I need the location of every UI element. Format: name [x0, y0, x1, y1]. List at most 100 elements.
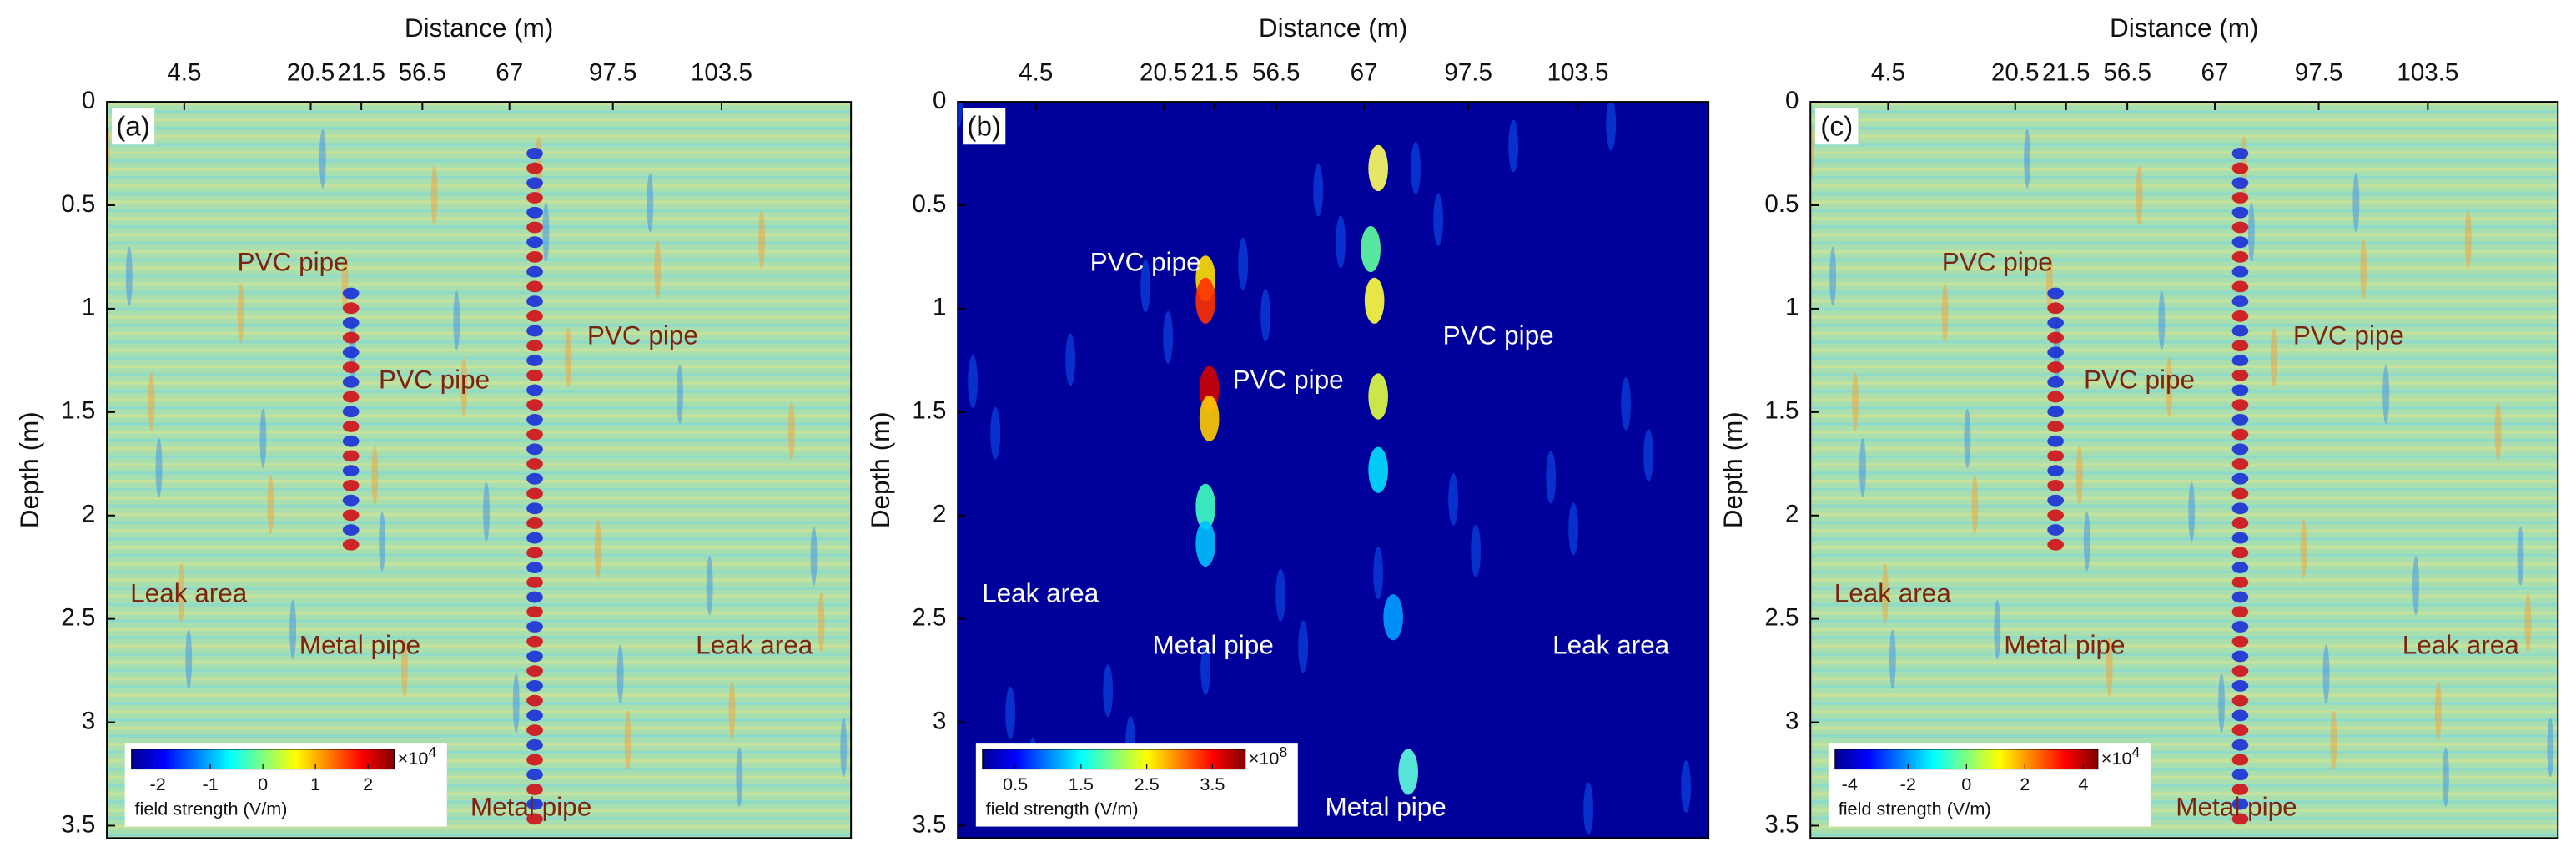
colorbar-label: field strength (V/m) [135, 799, 288, 819]
heatmap-texture [2231, 621, 2249, 633]
x-axis-title: Distance (m) [1259, 13, 1408, 43]
heatmap-texture [1810, 216, 2558, 220]
heatmap-texture [107, 743, 852, 747]
heatmap-texture [1195, 520, 1215, 567]
y-tick-label: 0.5 [1764, 190, 1799, 218]
heatmap-texture [1810, 463, 2558, 467]
annotation: PVC pipe [1233, 365, 1344, 395]
colorbar-tick-label: -1 [203, 774, 219, 794]
annotation: PVC pipe [379, 365, 490, 395]
annotation: Metal pipe [2176, 791, 2297, 821]
heatmap-texture [526, 384, 543, 396]
heatmap-texture [1810, 192, 2558, 196]
heatmap-texture [1810, 677, 2558, 681]
heatmap-texture [677, 364, 683, 424]
heatmap-texture [758, 209, 766, 270]
heatmap-texture [107, 209, 852, 213]
heatmap-texture [1810, 767, 2558, 771]
heatmap-texture [526, 517, 543, 529]
heatmap-texture [259, 408, 267, 468]
heatmap-texture [2231, 709, 2249, 722]
x-axis-title: Distance (m) [2110, 13, 2259, 43]
heatmap-texture [107, 562, 852, 566]
annotation: Leak area [1834, 578, 1952, 608]
heatmap-texture [1810, 833, 2558, 837]
heatmap-texture [1810, 537, 2558, 541]
heatmap-texture [1810, 734, 2558, 738]
colorbar-tick-label: -2 [1900, 774, 1916, 794]
heatmap-texture [2047, 538, 2064, 551]
heatmap-texture [107, 643, 852, 648]
heatmap-texture [107, 480, 852, 483]
heatmap-texture [728, 681, 736, 741]
heatmap-texture [526, 162, 543, 174]
heatmap-texture [1810, 151, 2558, 155]
heatmap-texture [107, 611, 852, 615]
heatmap-texture [107, 800, 852, 804]
heatmap-texture [526, 458, 543, 470]
y-tick-label: 3.5 [1764, 810, 1799, 838]
heatmap-texture [1810, 446, 2558, 451]
y-tick-label: 0 [82, 87, 95, 114]
heatmap-texture [267, 475, 274, 535]
y-tick-label: 3 [1785, 707, 1799, 734]
heatmap-texture [107, 126, 852, 130]
y-tick-label: 1 [1785, 294, 1799, 321]
heatmap-texture [107, 430, 852, 434]
heatmap-texture [1810, 389, 2558, 393]
heatmap-texture [1964, 408, 1971, 468]
heatmap-texture [1810, 578, 2558, 582]
heatmap-texture [1810, 685, 2558, 689]
heatmap-texture [1810, 348, 2558, 352]
heatmap-texture [2300, 519, 2307, 579]
heatmap-texture [2270, 327, 2277, 387]
heatmap-texture [526, 798, 543, 810]
heatmap-texture [2231, 502, 2249, 515]
heatmap-texture [2231, 635, 2249, 648]
heatmap-texture [1810, 258, 2558, 262]
heatmap-texture [107, 652, 852, 656]
heatmap-texture [107, 258, 852, 262]
heatmap-texture [107, 619, 852, 623]
heatmap-background [1810, 102, 2558, 839]
x-tick-label: 67 [496, 58, 523, 86]
heatmap-texture [787, 401, 795, 461]
heatmap-texture [1829, 246, 1837, 306]
heatmap-background [107, 102, 852, 839]
heatmap-texture [1810, 455, 2558, 459]
heatmap-texture [2231, 340, 2249, 352]
heatmap-texture [2231, 517, 2249, 529]
heatmap-texture [2231, 650, 2249, 663]
heatmap-texture [107, 545, 852, 549]
colorbar-tick-label: 3.5 [1200, 774, 1225, 794]
heatmap-texture [1810, 808, 2558, 812]
x-tick-label: 56.5 [1252, 58, 1300, 86]
x-tick-label: 21.5 [337, 58, 385, 86]
heatmap-texture [2047, 465, 2064, 477]
heatmap-texture [526, 606, 543, 618]
y-tick-label: 1.5 [1764, 397, 1799, 425]
heatmap-texture [1065, 333, 1076, 386]
x-tick-label: 20.5 [1140, 58, 1187, 86]
heatmap-texture [526, 192, 543, 204]
heatmap-texture [2231, 606, 2249, 618]
heatmap-texture [1411, 141, 1421, 195]
x-tick-label: 103.5 [1547, 58, 1609, 86]
heatmap-texture [107, 290, 852, 295]
heatmap-texture [2412, 556, 2419, 616]
heatmap-texture [107, 701, 852, 705]
colorbar-multiplier-exponent: 4 [428, 744, 436, 760]
heatmap-texture [2231, 206, 2249, 219]
heatmap-texture [526, 754, 543, 766]
heatmap-texture [2218, 673, 2225, 733]
heatmap-texture [526, 784, 543, 795]
x-tick-label: 97.5 [2295, 58, 2342, 86]
heatmap-texture [107, 331, 852, 335]
heatmap-texture [990, 406, 1001, 460]
heatmap-texture [2047, 406, 2064, 418]
colorbar-multiplier: ×104 [398, 744, 437, 769]
y-tick-label: 1.5 [61, 397, 95, 425]
heatmap-texture [1373, 547, 1384, 600]
y-tick-label: 3 [933, 707, 946, 734]
heatmap-texture [107, 381, 852, 385]
